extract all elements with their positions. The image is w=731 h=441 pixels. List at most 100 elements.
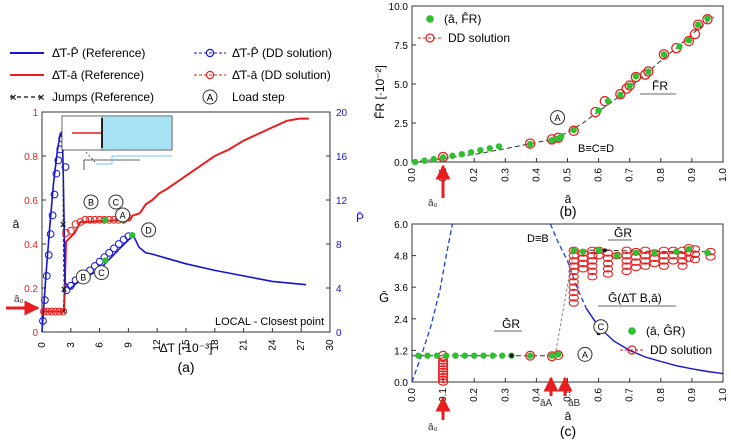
- panel-c-dd-low-point: [525, 350, 536, 361]
- legend-load-step-circle: [202, 89, 218, 105]
- panel-b-xtick-label: 0.2: [469, 168, 480, 182]
- panel-c-ytick-label: 1.2: [394, 346, 408, 357]
- panel-a-dd-p-point: [110, 244, 118, 253]
- inset-fill-region: [101, 115, 173, 151]
- panel-c-xtick-label: 0.6: [594, 388, 605, 402]
- panel-b-a0-label: ā₀: [428, 198, 438, 209]
- panel-c-dd-fan-point: [649, 259, 660, 268]
- panel-c-green-point: [570, 247, 577, 254]
- panel-c-dd-fan-point: [577, 265, 589, 273]
- panel-c-ytick-label: 0.0: [394, 378, 408, 389]
- panel-b-green-point: [449, 152, 456, 159]
- panel-a-xtick-label: 27: [296, 339, 307, 351]
- panel-b-green-point: [558, 133, 565, 140]
- panel-b-ytick-label: 7.5: [394, 41, 408, 52]
- panel-a-dd-a-point: [81, 215, 90, 224]
- legend-dd-a-marker: [205, 70, 215, 80]
- panel-c-load-step-circle: [577, 346, 593, 362]
- panel-b-xtick-label: 0.5: [563, 168, 574, 182]
- panel-c-green-point: [461, 352, 469, 359]
- panel-a-label: (a): [177, 359, 194, 375]
- panel-c-xlabel: ā: [565, 409, 572, 423]
- legend-dd-p-marker: [205, 48, 215, 58]
- inset-profile: [96, 155, 172, 165]
- panel-c-dd-fan-point: [689, 255, 701, 264]
- panel-c-dd-fan-point: [587, 272, 598, 281]
- panel-b-dd-point: [624, 80, 635, 91]
- panel-a-annotation: LOCAL - Closest point: [215, 316, 324, 328]
- panel-c-legend-dd: DD solution: [650, 343, 712, 357]
- panel-c-dd-fan-point: [568, 283, 579, 291]
- panel-b-green-point: [458, 151, 465, 158]
- panel-a-dd-a-point: [59, 307, 68, 316]
- panel-b: 0.00.10.20.30.40.50.60.70.80.91.00.02.55…: [373, 2, 729, 219]
- panel-c-ylabel: Ḡ: [379, 290, 389, 305]
- panel-a-dd-a-point: [40, 307, 48, 316]
- panel-c-dd-fan-point: [587, 257, 598, 265]
- panel-c-dd-fan-point: [658, 262, 670, 270]
- panel-a-dd-p-point: [54, 156, 63, 165]
- panel-b-green-point: [604, 97, 612, 105]
- panel-b-green-point: [486, 145, 493, 152]
- panel-a-inset: [61, 115, 173, 170]
- panel-a-dd-p-point: [40, 296, 49, 305]
- panel-c-black-point: [602, 248, 607, 253]
- panel-b-dd-point: [621, 83, 632, 94]
- panel-a-dd-a-point: [43, 307, 52, 316]
- panel-b-green-point: [439, 154, 447, 161]
- panel-c-green-point: [673, 248, 680, 255]
- panel-c-green-point: [424, 352, 431, 359]
- panel-a-dd-p-point: [119, 235, 128, 244]
- panel-c-dd-fan-a0-point: [437, 357, 449, 365]
- panel-c-dd-fan-a0-point: [437, 372, 449, 381]
- panel-b-green-point: [626, 82, 633, 89]
- panel-c-dd-fan-point: [640, 246, 651, 255]
- panel-a-jumps-line: [62, 134, 65, 312]
- panel-b-load-step-label: A: [555, 113, 561, 123]
- panel-a-green-point: [102, 257, 109, 264]
- panel-c-dd-fan-point: [640, 251, 651, 260]
- legend-panel-a: Δ̄T-P̄ (Reference) Δ̄T-ā (Reference) × ×…: [10, 46, 332, 105]
- panel-c-legend: (â, ĜR) DD solution: [620, 323, 712, 357]
- panel-a-load-step-label: C: [98, 268, 105, 278]
- panel-c-xtick-label: 0.7: [625, 388, 636, 402]
- panel-a-ytick-left-label: 0: [32, 328, 38, 339]
- panel-c-ytick-label: 2.4: [394, 315, 408, 326]
- panel-a-dd-p-point: [52, 169, 61, 178]
- panel-b-green-point: [495, 143, 503, 150]
- panel-c-load-step-label: C: [598, 322, 605, 332]
- panel-b-legend-dd-marker: [425, 33, 435, 43]
- panel-a-dd-p-point: [50, 190, 59, 199]
- panel-c-green-point: [415, 352, 422, 359]
- panel-c-dd-fan-point: [677, 262, 688, 270]
- legend-dd-p: Δ̄T-P̄ (DD solution): [232, 46, 332, 60]
- panel-a-xtick-label: 18: [210, 339, 221, 351]
- panel-a-green-point: [102, 216, 109, 223]
- panel-a-load-step-label: B: [80, 273, 86, 283]
- panel-a-dd-a-point: [76, 218, 85, 226]
- panel-a-dd-p-point: [48, 211, 57, 220]
- panel-c-dd-fan-point: [568, 272, 579, 281]
- panel-a-ytick-right-label: 20: [336, 108, 348, 119]
- panel-c-dd-fan-point: [587, 262, 598, 270]
- panel-c-g-curve-dashed: [549, 223, 587, 309]
- panel-a-dd-a-point: [71, 220, 80, 229]
- panel-c-dd-fan-point: [640, 257, 651, 265]
- panel-c-dd-fan-a0-point: [437, 365, 449, 373]
- panel-a-ytick-left-label: 0.2: [24, 284, 38, 295]
- panel-c-green-point: [433, 352, 441, 359]
- panel-c-green-point: [614, 252, 621, 259]
- panel-a-green-point: [129, 232, 136, 239]
- panel-a-load-step-circle: [83, 194, 99, 210]
- panel-a-ytick-right-label: 4: [336, 284, 342, 295]
- panel-b-legend: (â, F̂R) DD solution: [418, 11, 510, 45]
- panel-c-aa-label: āA: [540, 398, 553, 409]
- panel-a-load-step-circle: [94, 265, 110, 281]
- panel-a-dd-p-point: [114, 240, 123, 248]
- panel-c-green-point: [579, 248, 587, 255]
- panel-b-xtick-label: 0.9: [687, 168, 698, 182]
- panel-c-dd-fan-point: [568, 293, 579, 302]
- panel-c-xtick-label: 0.5: [563, 388, 574, 402]
- panel-b-curve-label: F̄R: [652, 79, 668, 93]
- panel-c-black-point: [509, 353, 514, 358]
